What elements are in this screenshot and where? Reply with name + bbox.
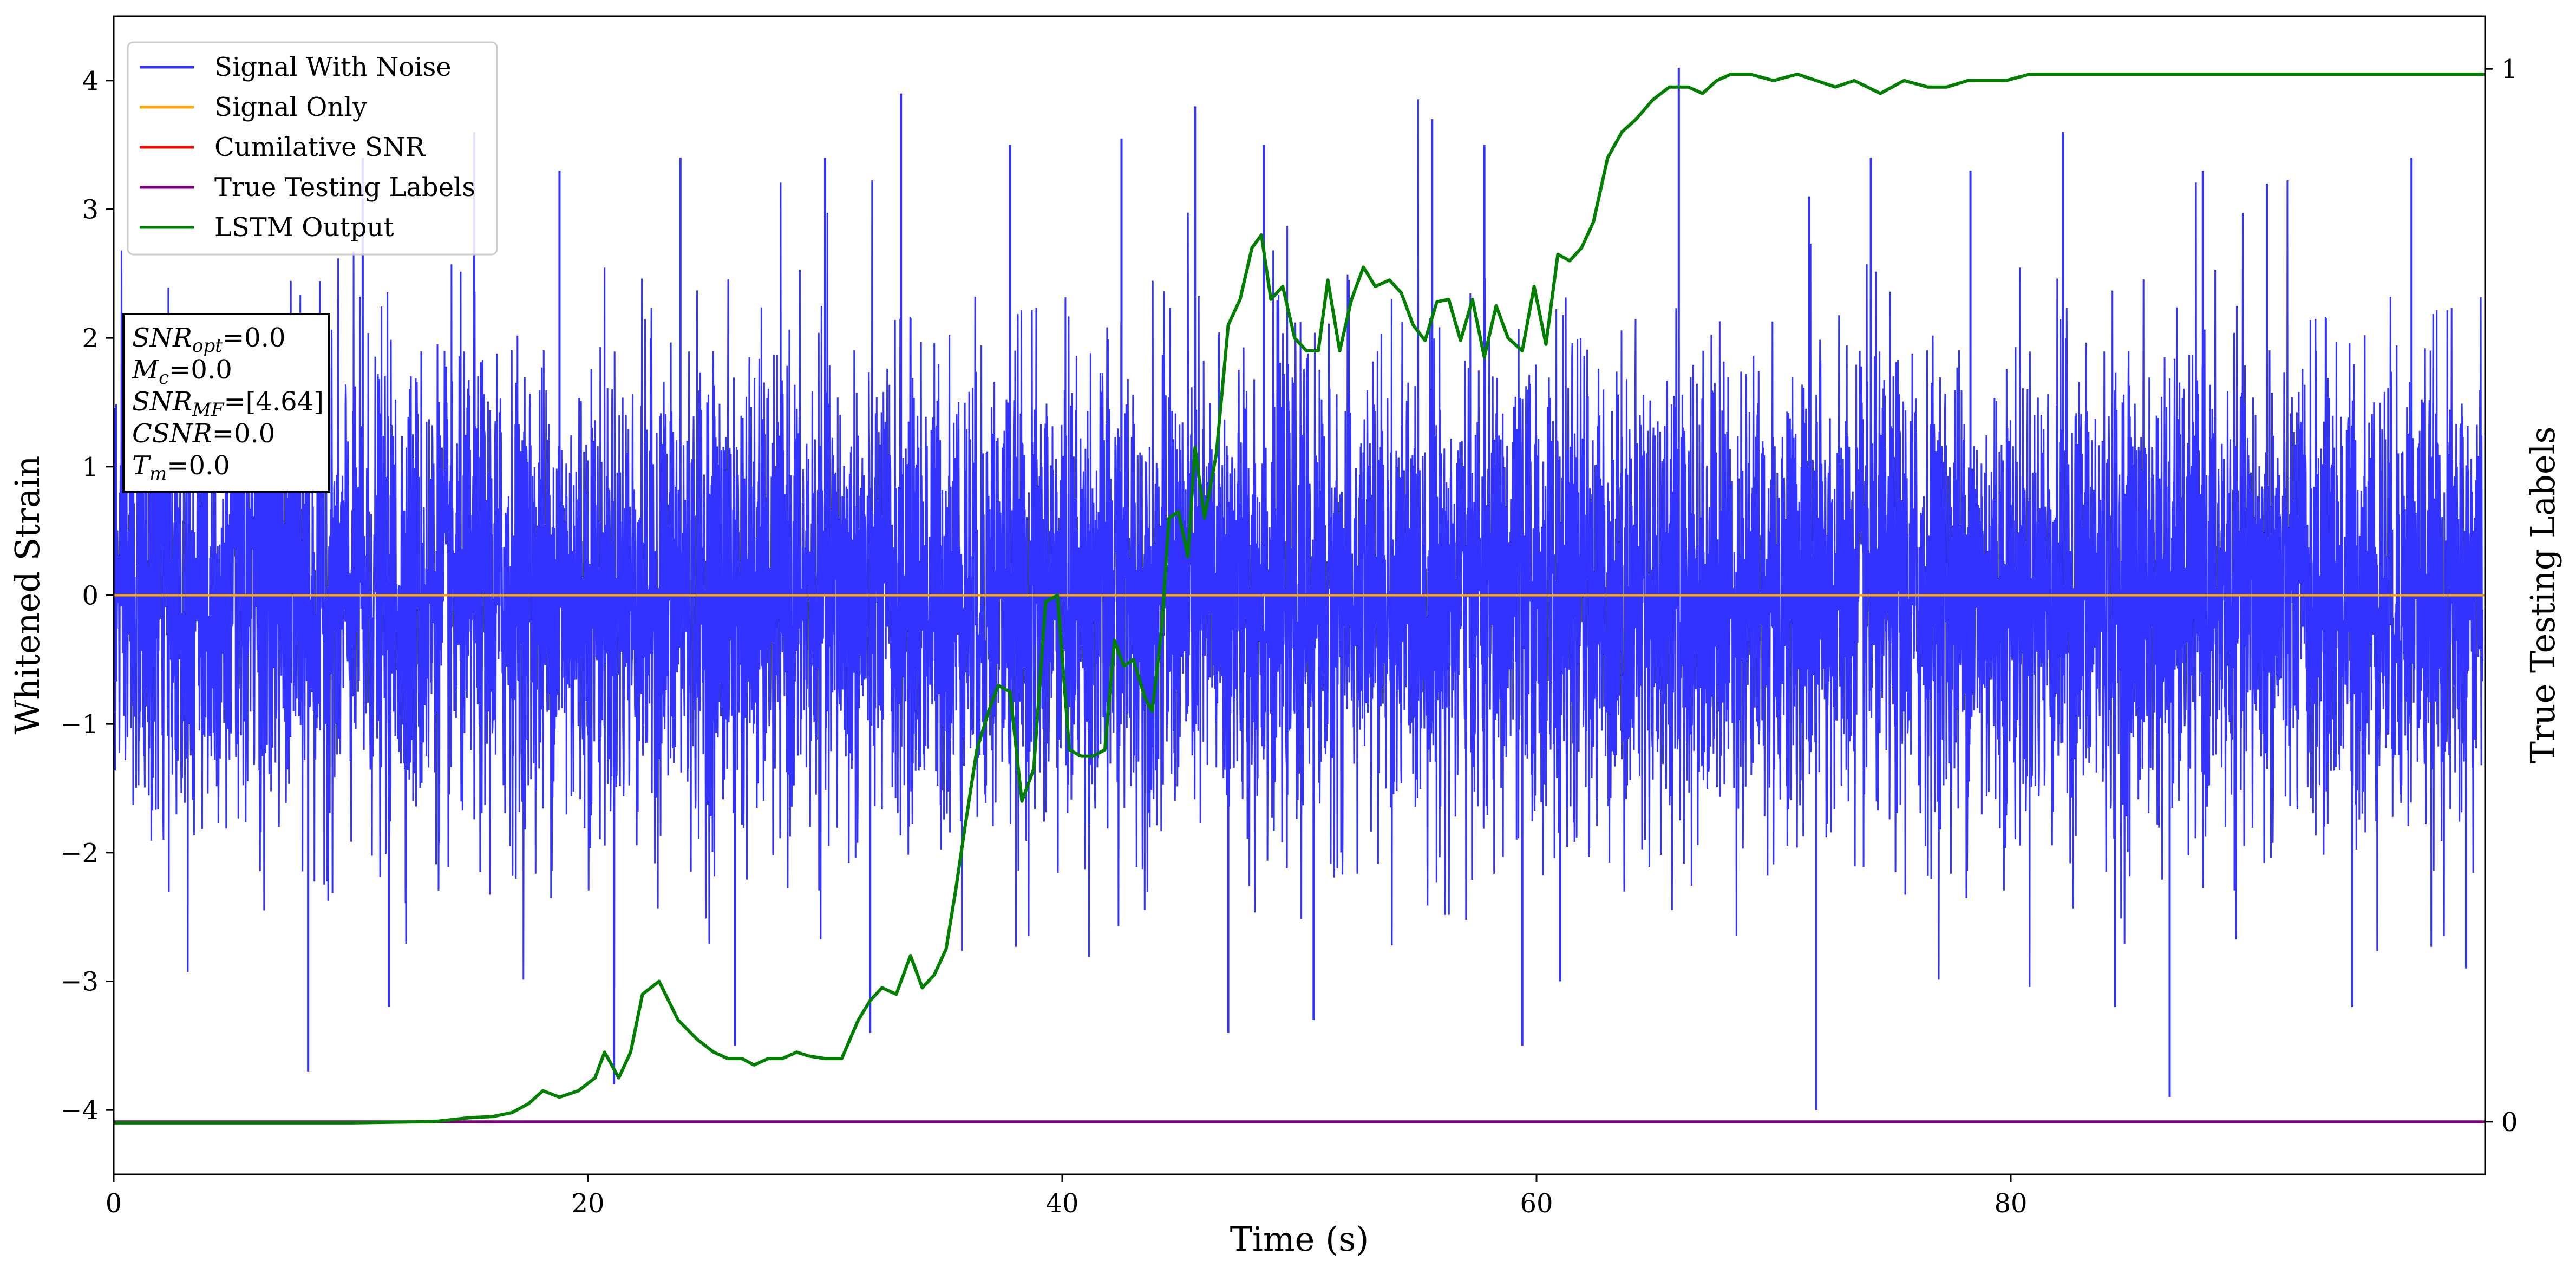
legend-label: Signal With Noise xyxy=(214,52,452,82)
legend: Signal With Noise Signal Only Cumilative S… xyxy=(127,41,498,256)
info-line: Tm=0.0 xyxy=(132,450,230,485)
y-tick-label: 1 xyxy=(82,452,99,482)
y-tick-label: −2 xyxy=(60,838,99,868)
legend-label: True Testing Labels xyxy=(214,172,475,202)
info-line: Mc=0.0 xyxy=(132,355,232,389)
y-tick-label: −3 xyxy=(60,967,99,997)
series-lstm-output xyxy=(114,73,2485,1125)
legend-label: Signal Only xyxy=(214,92,367,122)
info-box: SNRopt=0.0Mc=0.0SNRMF=[4.64]CSNR=0.0Tm=0… xyxy=(122,313,330,493)
x-tick-label: 40 xyxy=(1045,1188,1078,1219)
y2-axis-label: True Testing Labels xyxy=(2523,427,2562,764)
y-tick-label: 4 xyxy=(82,66,99,96)
plot-area xyxy=(114,68,2485,1125)
y-tick-label: −4 xyxy=(60,1095,99,1126)
info-box-frame xyxy=(122,313,330,493)
y-tick-label: 2 xyxy=(82,323,99,354)
legend-label: Cumilative SNR xyxy=(214,132,426,162)
series-signal-with-noise xyxy=(114,99,2484,987)
y2-tick-label: 1 xyxy=(2501,54,2518,84)
legend-label: LSTM Output xyxy=(214,212,394,243)
x-tick-label: 20 xyxy=(571,1188,604,1219)
info-line: CSNR=0.0 xyxy=(132,419,275,449)
legend-frame xyxy=(127,41,498,256)
x-tick-label: 0 xyxy=(106,1188,122,1219)
info-line: SNRMF=[4.64] xyxy=(132,387,324,421)
x-axis-label: Time (s) xyxy=(1230,1219,1369,1259)
y-tick-label: 3 xyxy=(82,195,99,225)
y-tick-label: −1 xyxy=(60,709,99,740)
info-line: SNRopt=0.0 xyxy=(132,323,286,357)
noise-spikes xyxy=(307,68,2467,1110)
y-axis-label: Whitened Strain xyxy=(8,456,47,735)
y-tick-label: 0 xyxy=(82,581,99,611)
x-tick-label: 60 xyxy=(1520,1188,1553,1219)
x-tick-label: 80 xyxy=(1994,1188,2027,1219)
y2-tick-label: 0 xyxy=(2501,1107,2518,1138)
